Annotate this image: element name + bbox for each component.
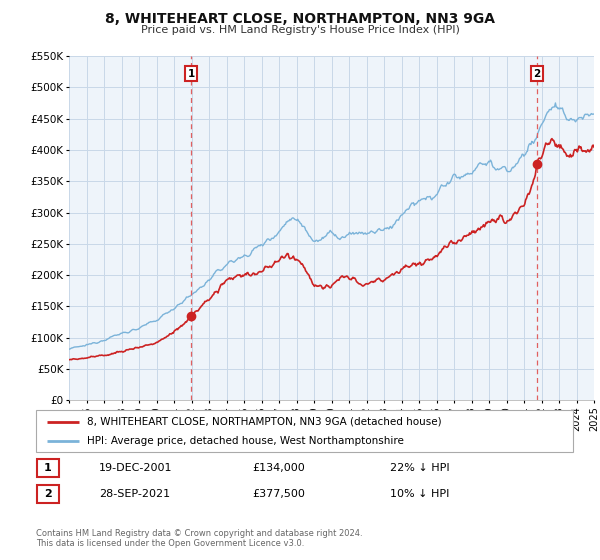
Text: £377,500: £377,500 [252,489,305,499]
Text: 10% ↓ HPI: 10% ↓ HPI [390,489,449,499]
Text: 22% ↓ HPI: 22% ↓ HPI [390,463,449,473]
Text: £134,000: £134,000 [252,463,305,473]
FancyBboxPatch shape [37,459,59,477]
Text: 28-SEP-2021: 28-SEP-2021 [99,489,170,499]
Text: This data is licensed under the Open Government Licence v3.0.: This data is licensed under the Open Gov… [36,539,304,548]
Text: 2: 2 [533,68,541,78]
Text: Contains HM Land Registry data © Crown copyright and database right 2024.: Contains HM Land Registry data © Crown c… [36,529,362,538]
Text: HPI: Average price, detached house, West Northamptonshire: HPI: Average price, detached house, West… [87,436,404,446]
Text: 1: 1 [187,68,194,78]
Text: 2: 2 [44,489,52,499]
Text: 19-DEC-2001: 19-DEC-2001 [99,463,173,473]
Text: 8, WHITEHEART CLOSE, NORTHAMPTON, NN3 9GA: 8, WHITEHEART CLOSE, NORTHAMPTON, NN3 9G… [105,12,495,26]
FancyBboxPatch shape [36,410,573,452]
FancyBboxPatch shape [37,485,59,503]
Text: 1: 1 [44,463,52,473]
Text: 8, WHITEHEART CLOSE, NORTHAMPTON, NN3 9GA (detached house): 8, WHITEHEART CLOSE, NORTHAMPTON, NN3 9G… [87,417,442,427]
Text: Price paid vs. HM Land Registry's House Price Index (HPI): Price paid vs. HM Land Registry's House … [140,25,460,35]
